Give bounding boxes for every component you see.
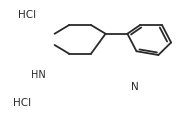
Text: HCl: HCl [18,10,36,20]
Text: HCl: HCl [13,98,31,108]
Text: N: N [131,82,139,92]
Text: HN: HN [31,70,46,80]
